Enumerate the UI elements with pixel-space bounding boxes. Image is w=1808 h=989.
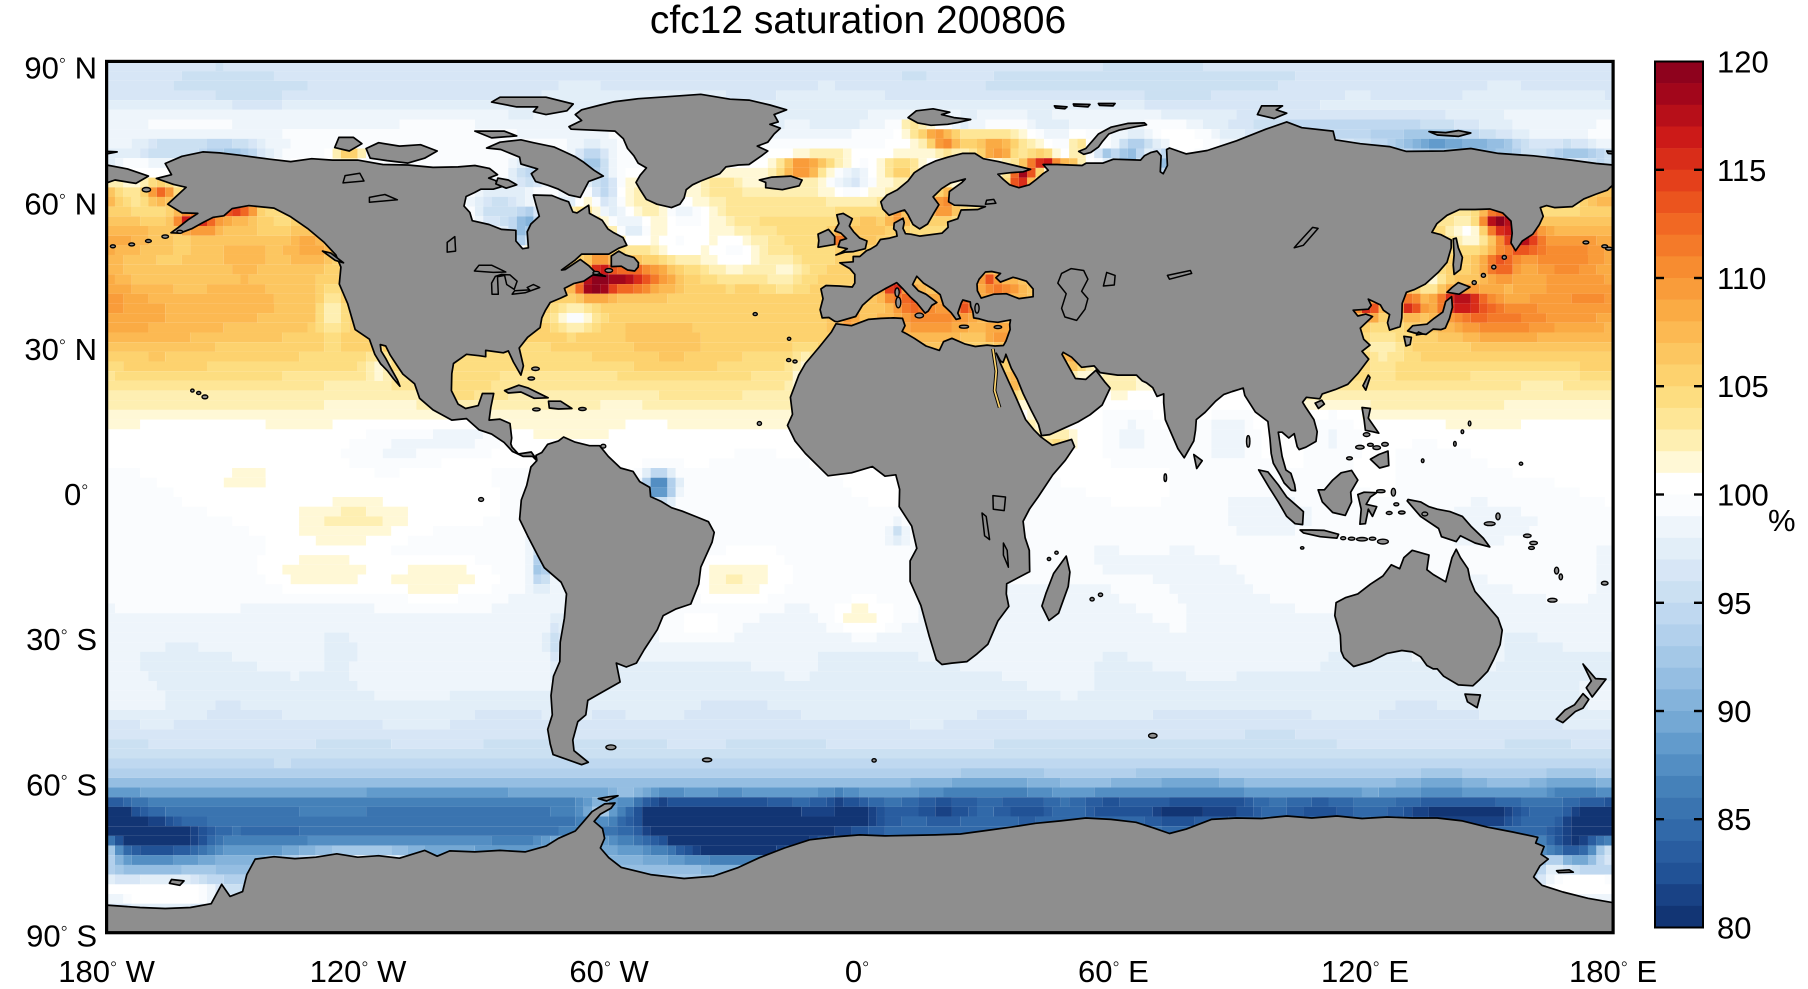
svg-text:100: 100 (1717, 478, 1769, 513)
svg-text:60◦ E: 60◦ E (1078, 953, 1149, 984)
svg-text:180◦ E: 180◦ E (1569, 953, 1657, 984)
svg-text:120: 120 (1717, 45, 1769, 80)
svg-text:115: 115 (1717, 153, 1766, 188)
svg-text:60◦ N: 60◦ N (24, 186, 97, 222)
svg-text:90: 90 (1717, 694, 1751, 729)
svg-text:110: 110 (1717, 261, 1766, 296)
svg-text:cfc12 saturation 200806: cfc12 saturation 200806 (650, 0, 1066, 42)
svg-text:0◦: 0◦ (64, 476, 97, 512)
svg-text:105: 105 (1717, 369, 1769, 404)
svg-text:120◦ E: 120◦ E (1321, 953, 1409, 984)
svg-text:95: 95 (1717, 586, 1751, 621)
svg-text:180◦ W: 180◦ W (58, 953, 155, 984)
svg-text:%: % (1768, 503, 1796, 538)
svg-text:120◦ W: 120◦ W (310, 953, 407, 984)
svg-text:80: 80 (1717, 911, 1751, 946)
svg-text:85: 85 (1717, 802, 1751, 837)
svg-text:0◦: 0◦ (845, 953, 878, 984)
